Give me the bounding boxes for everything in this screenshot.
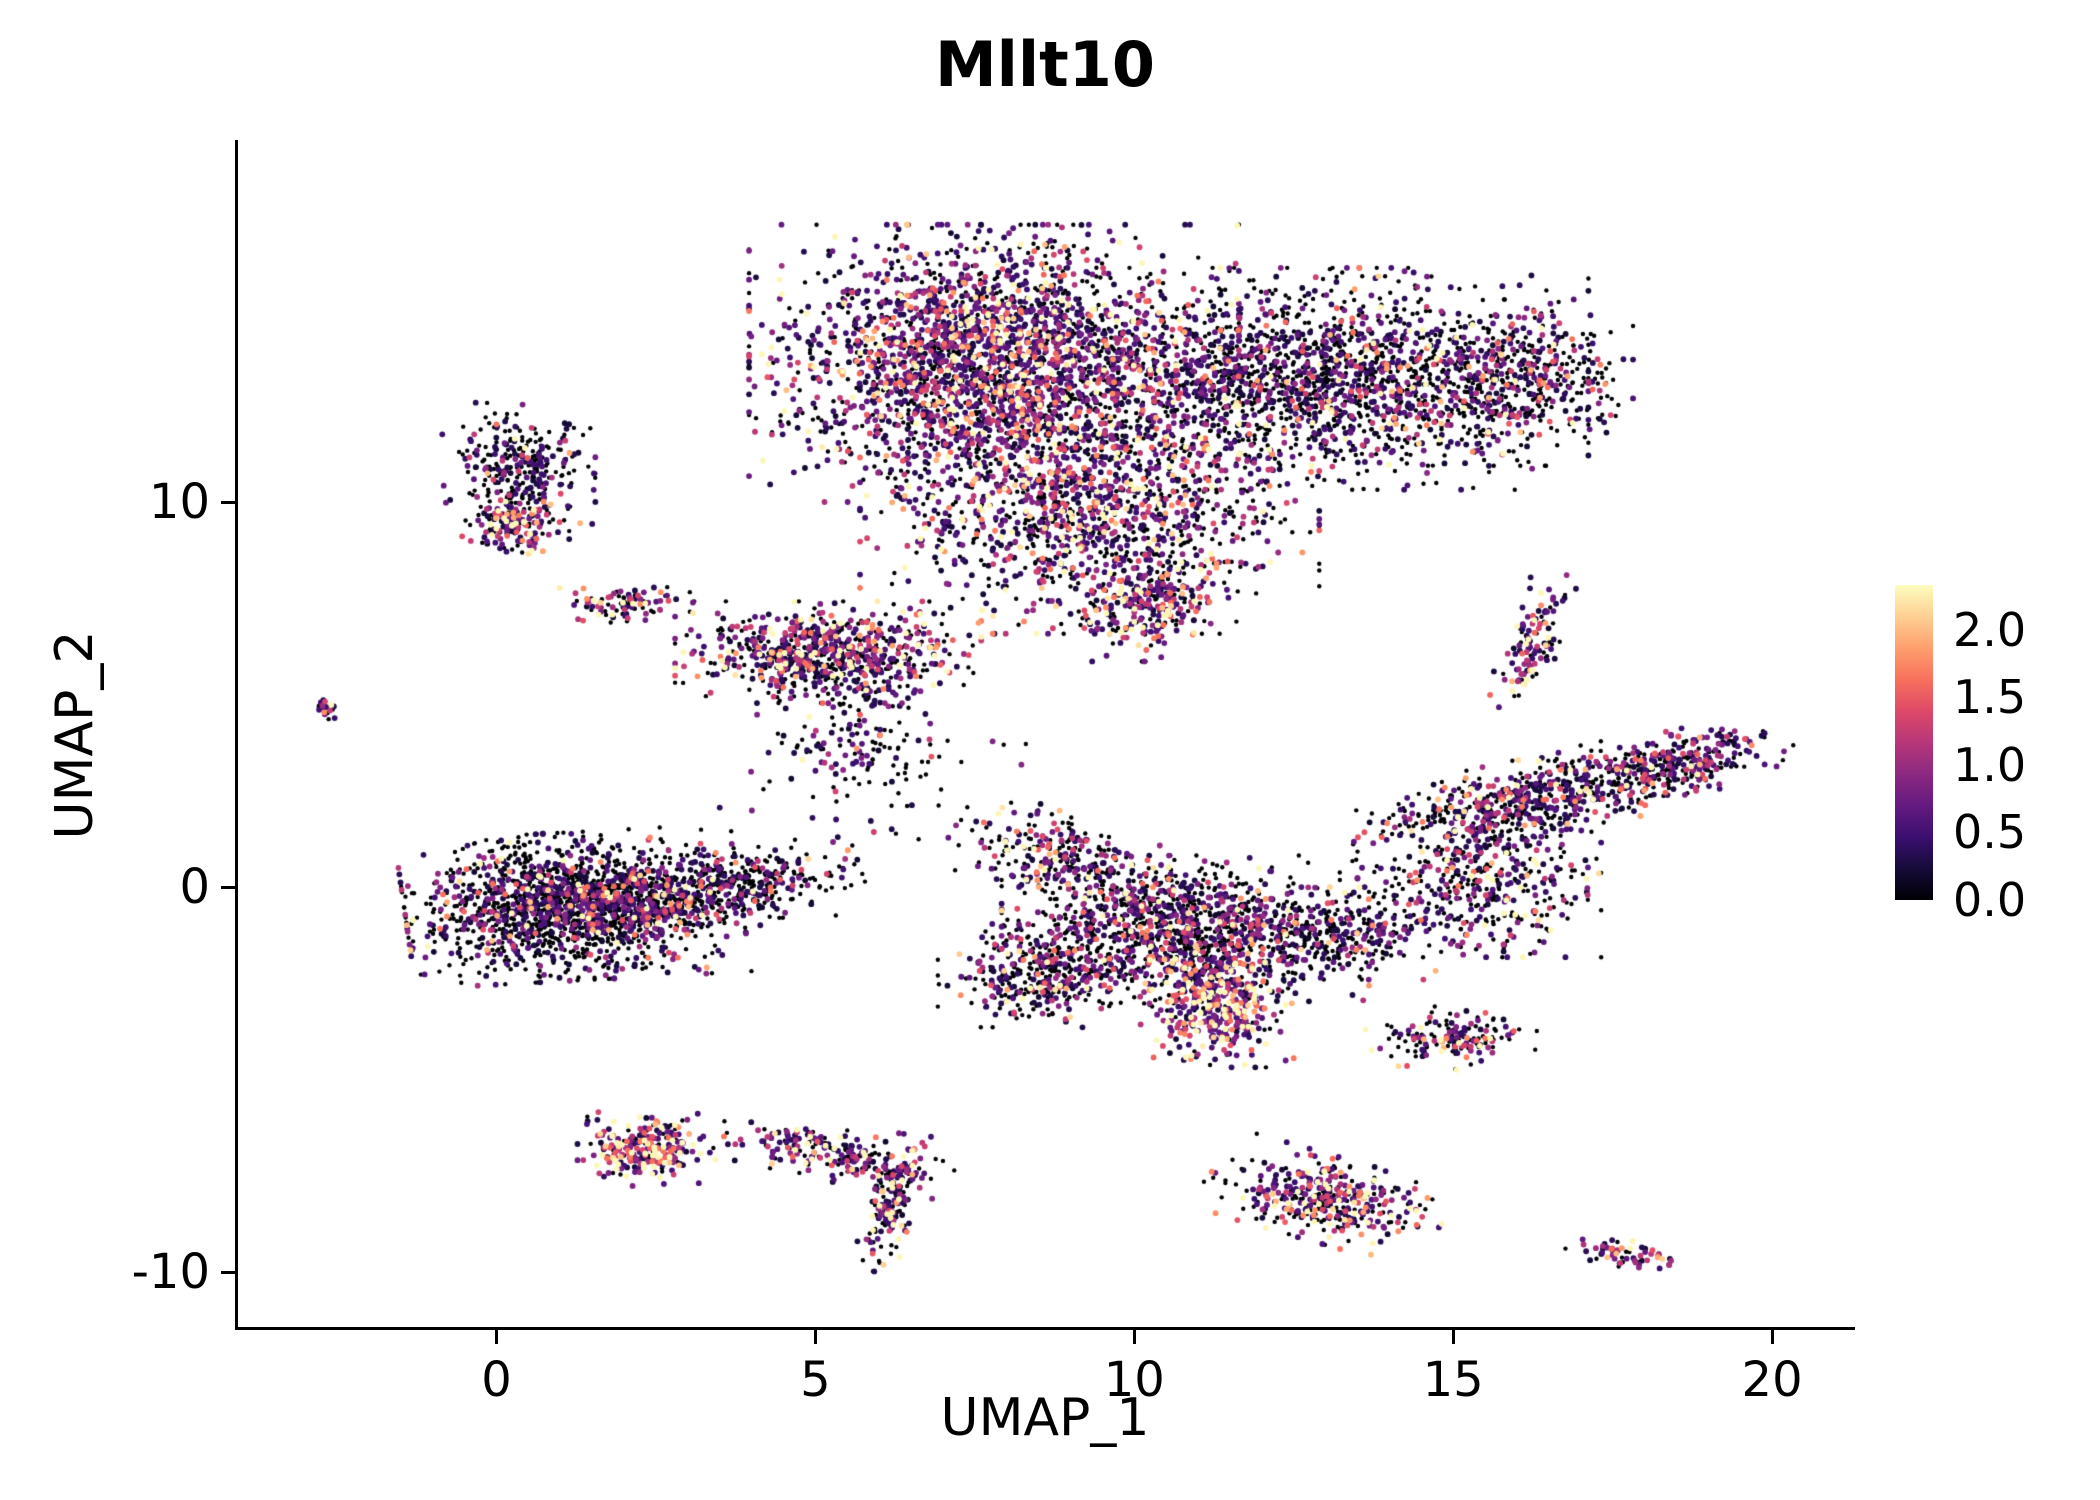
x-tick-label: 15 — [1422, 1352, 1484, 1408]
x-tick-mark — [494, 1330, 498, 1344]
colorbar-tick-label: 0.0 — [1953, 873, 2027, 927]
colorbar-tick-label: 1.5 — [1953, 670, 2027, 725]
x-tick-mark — [1132, 1330, 1136, 1344]
x-tick-label: 5 — [800, 1352, 831, 1408]
x-tick-mark — [1451, 1330, 1455, 1344]
colorbar-tick-label: 1.0 — [1953, 737, 2027, 792]
x-tick-mark — [1770, 1330, 1774, 1344]
x-axis-label: UMAP_1 — [940, 1388, 1150, 1448]
umap-scatter-canvas — [235, 140, 1855, 1330]
x-tick-label: 0 — [481, 1352, 512, 1408]
x-tick-label: 10 — [1103, 1352, 1165, 1408]
x-tick-label: 20 — [1741, 1352, 1803, 1408]
y-tick-mark — [221, 500, 235, 504]
y-tick-label: -10 — [131, 1244, 210, 1301]
y-tick-label: 10 — [148, 474, 210, 530]
colorbar-gradient — [1895, 585, 1933, 900]
y-tick-mark — [221, 885, 235, 889]
y-axis-label: UMAP_2 — [45, 630, 105, 840]
y-tick-mark — [221, 1270, 235, 1274]
colorbar-tick-label: 0.5 — [1953, 805, 2027, 860]
x-tick-mark — [813, 1330, 817, 1344]
y-tick-label: 0 — [179, 859, 210, 916]
plot-title: Mllt10 — [934, 28, 1156, 101]
colorbar-tick-label: 2.0 — [1953, 602, 2027, 657]
